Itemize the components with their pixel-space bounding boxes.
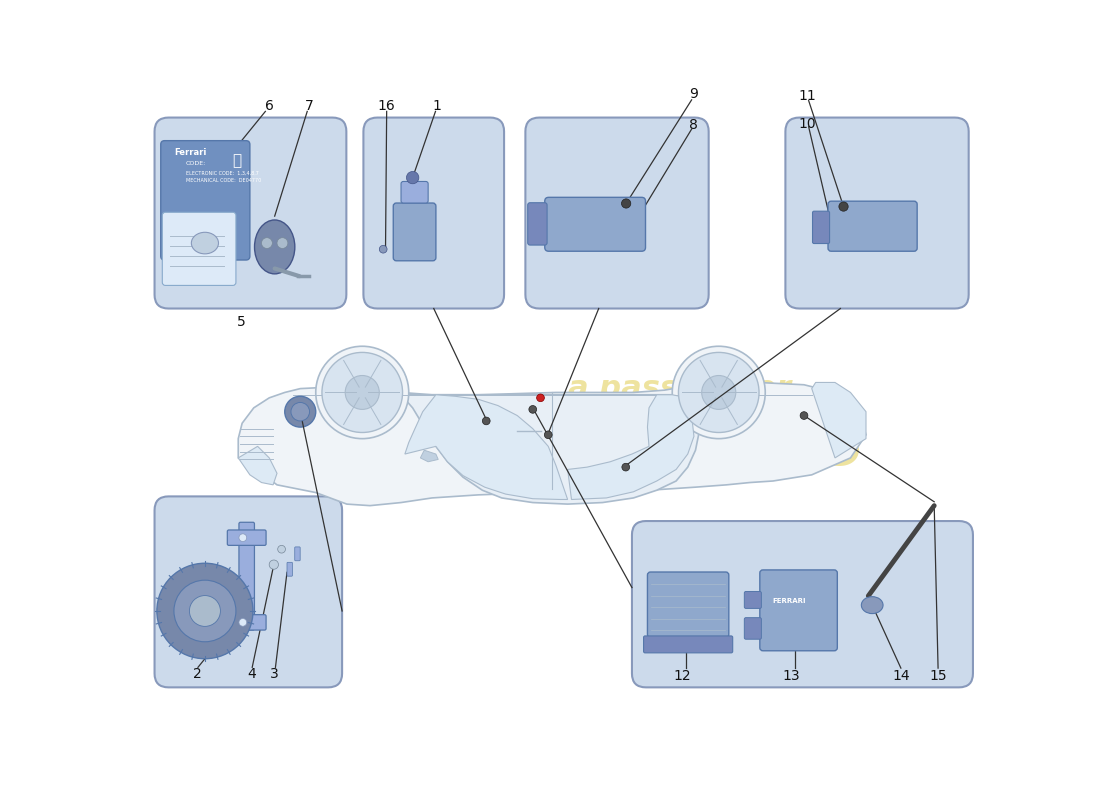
FancyBboxPatch shape <box>239 522 254 630</box>
Circle shape <box>174 580 235 642</box>
Circle shape <box>345 375 379 410</box>
Text: 3: 3 <box>271 666 279 681</box>
Circle shape <box>189 595 220 626</box>
Text: ⚿: ⚿ <box>232 154 241 168</box>
Text: 2: 2 <box>192 666 201 681</box>
Text: 7: 7 <box>305 99 314 113</box>
Polygon shape <box>402 394 700 504</box>
FancyBboxPatch shape <box>287 562 293 576</box>
Polygon shape <box>239 446 277 485</box>
Circle shape <box>839 202 848 211</box>
FancyBboxPatch shape <box>631 521 974 687</box>
FancyBboxPatch shape <box>154 496 342 687</box>
Text: 10: 10 <box>799 117 816 130</box>
Text: 6: 6 <box>265 99 274 113</box>
FancyBboxPatch shape <box>813 211 829 243</box>
Circle shape <box>270 560 278 570</box>
FancyBboxPatch shape <box>161 141 250 260</box>
Text: 16: 16 <box>377 99 396 113</box>
Circle shape <box>483 417 491 425</box>
Circle shape <box>262 238 273 249</box>
Ellipse shape <box>254 220 295 274</box>
Circle shape <box>277 546 285 553</box>
Circle shape <box>277 238 288 249</box>
Text: 15: 15 <box>930 669 947 683</box>
Circle shape <box>537 394 544 402</box>
Text: CODE:: CODE: <box>186 162 206 166</box>
Text: 11: 11 <box>799 89 816 103</box>
FancyBboxPatch shape <box>363 118 504 309</box>
Circle shape <box>290 402 309 421</box>
Polygon shape <box>420 450 438 462</box>
Text: 5: 5 <box>236 315 245 330</box>
Polygon shape <box>405 394 568 499</box>
Circle shape <box>157 563 253 658</box>
Circle shape <box>672 346 766 438</box>
Circle shape <box>379 246 387 253</box>
FancyBboxPatch shape <box>526 118 708 309</box>
Text: MECHANICAL CODE:  DE04770: MECHANICAL CODE: DE04770 <box>186 178 261 183</box>
FancyBboxPatch shape <box>745 591 761 609</box>
Circle shape <box>621 463 629 471</box>
Circle shape <box>406 171 419 184</box>
Text: FERRARI: FERRARI <box>772 598 806 604</box>
Circle shape <box>621 199 630 208</box>
Circle shape <box>800 412 807 419</box>
Text: 8: 8 <box>689 118 697 132</box>
FancyBboxPatch shape <box>760 570 837 650</box>
Ellipse shape <box>191 232 219 254</box>
Circle shape <box>285 396 316 427</box>
Circle shape <box>239 618 246 626</box>
Circle shape <box>239 534 246 542</box>
Circle shape <box>702 375 736 410</box>
Text: Ferrari: Ferrari <box>174 147 207 157</box>
Circle shape <box>316 346 409 438</box>
Text: ELECTRONIC CODE:  1,3,4,8,7: ELECTRONIC CODE: 1,3,4,8,7 <box>186 170 258 175</box>
FancyBboxPatch shape <box>402 182 428 203</box>
Polygon shape <box>812 382 866 458</box>
FancyBboxPatch shape <box>648 572 729 638</box>
Circle shape <box>544 431 552 438</box>
FancyBboxPatch shape <box>228 614 266 630</box>
Text: 14: 14 <box>892 669 910 683</box>
Text: a passion for: a passion for <box>569 374 792 403</box>
Text: 1: 1 <box>432 99 441 113</box>
FancyBboxPatch shape <box>644 636 733 653</box>
FancyBboxPatch shape <box>528 202 547 245</box>
FancyBboxPatch shape <box>295 547 300 561</box>
FancyBboxPatch shape <box>828 201 917 251</box>
FancyBboxPatch shape <box>745 618 761 639</box>
Text: 13: 13 <box>782 669 800 683</box>
FancyBboxPatch shape <box>544 198 646 251</box>
Ellipse shape <box>861 597 883 614</box>
Circle shape <box>679 353 759 433</box>
FancyBboxPatch shape <box>394 203 436 261</box>
FancyBboxPatch shape <box>163 212 235 286</box>
Text: since 1985: since 1985 <box>528 423 864 477</box>
FancyBboxPatch shape <box>785 118 969 309</box>
Circle shape <box>322 353 403 433</box>
Polygon shape <box>239 382 866 506</box>
Text: 4: 4 <box>248 666 256 681</box>
Text: 12: 12 <box>673 669 691 683</box>
FancyBboxPatch shape <box>154 118 346 309</box>
FancyBboxPatch shape <box>228 530 266 546</box>
Polygon shape <box>568 394 694 499</box>
Circle shape <box>529 406 537 414</box>
Text: 9: 9 <box>689 87 697 102</box>
